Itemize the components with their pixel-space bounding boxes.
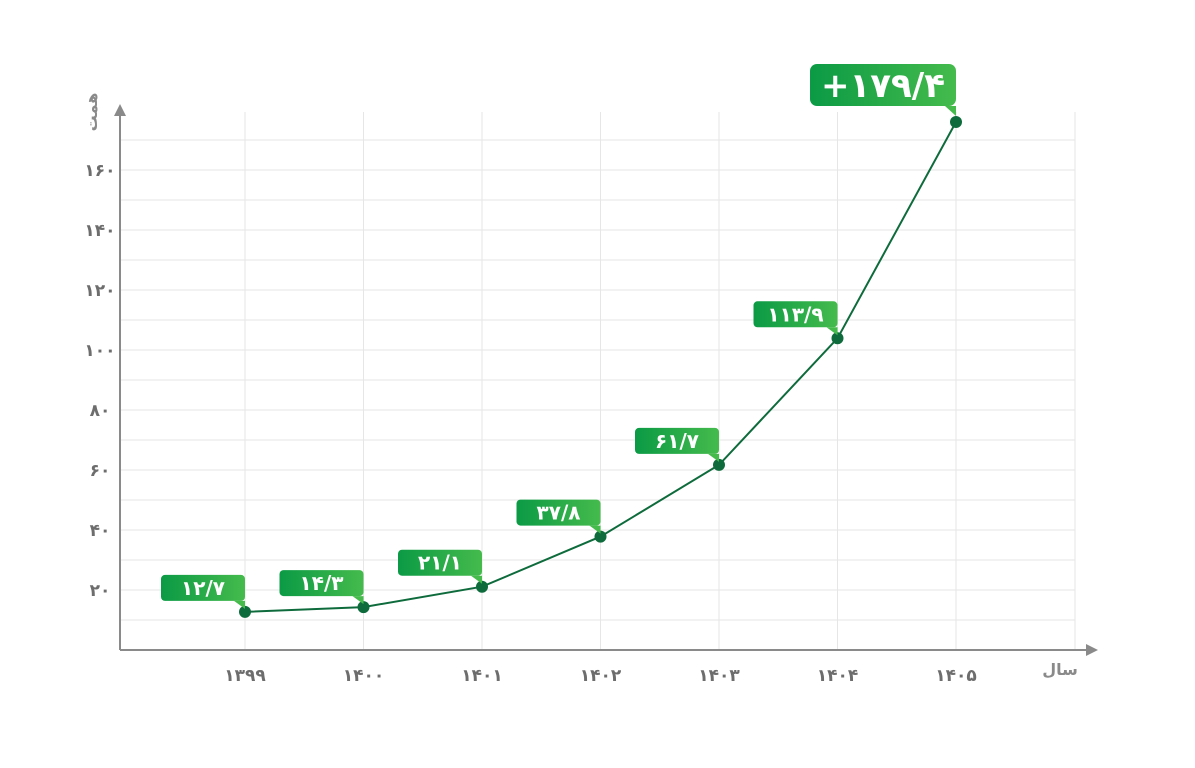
data-point-marker — [594, 530, 607, 543]
y-tick-label: ۱۲۰ — [84, 281, 115, 301]
data-label-text: ۲۱/۱ — [418, 551, 462, 575]
data-label-text: ۳۷/۸ — [537, 501, 581, 525]
data-label-pointer — [352, 596, 364, 605]
data-label-pointer — [826, 327, 838, 336]
y-tick-label: ۱۴۰ — [84, 221, 115, 241]
data-label-text: ۱۲/۷ — [181, 576, 225, 600]
x-tick-labels: ۱۳۹۹ ۱۴۰۰ ۱۴۰۱ ۱۴۰۲ ۱۴۰۳ ۱۴۰۴ ۱۴۰۵ — [224, 666, 977, 686]
data-label-pointer — [471, 575, 482, 584]
x-tick-label: ۱۴۰۴ — [817, 666, 859, 686]
x-tick-label: ۱۴۰۲ — [580, 666, 622, 686]
y-axis-title: همت — [82, 93, 101, 132]
series — [239, 116, 962, 618]
data-point-marker — [713, 458, 725, 471]
data-label-background — [635, 427, 719, 454]
data-label-text: ۱۱۳/۹ — [767, 302, 823, 326]
x-tick-label: ۱۴۰۳ — [698, 666, 740, 686]
x-axis-arrow — [1086, 644, 1098, 656]
data-label-background — [398, 549, 482, 576]
data-label-text: +۱۷۹/۴ — [821, 66, 945, 106]
x-tick-label: ۱۴۰۰ — [343, 666, 385, 686]
y-tick-labels: ۲۰ ۴۰ ۶۰ ۸۰ ۱۰۰ ۱۲۰ ۱۴۰ ۱۶۰ — [84, 161, 115, 601]
data-label-tag: ۶۱/۷ — [635, 427, 719, 462]
grid-lines — [120, 112, 1076, 650]
data-label-pointer — [234, 600, 245, 609]
data-label-background — [161, 574, 245, 601]
y-tick-label: ۱۶۰ — [84, 161, 115, 181]
data-label-tag: ۳۷/۸ — [516, 499, 601, 534]
y-tick-label: ۱۰۰ — [84, 341, 115, 361]
data-point-marker — [476, 580, 488, 593]
data-point-marker — [239, 605, 251, 618]
data-label-pointer — [589, 525, 601, 534]
x-tick-label: ۱۳۹۹ — [224, 666, 266, 686]
data-label-background — [753, 301, 838, 328]
y-tick-label: ۲۰ — [90, 581, 111, 601]
data-labels: ۱۲/۷ ۱۴/۳ ۲۱/۱ ۳۷/۸ ۶۱/۷ ۱۱۳/۹ +۱۷۹/۴ — [161, 64, 956, 609]
data-label-background — [810, 64, 956, 106]
data-label-pointer — [945, 106, 956, 116]
data-label-pointer — [708, 453, 719, 462]
x-tick-label: ۱۴۰۱ — [461, 666, 503, 686]
y-tick-label: ۴۰ — [90, 521, 111, 541]
data-label-text: ۱۴/۳ — [300, 571, 344, 595]
data-label-tag: ۱۲/۷ — [161, 574, 245, 609]
data-label-background — [279, 570, 364, 597]
data-label-tag: ۱۱۳/۹ — [753, 301, 838, 336]
y-tick-label: ۸۰ — [90, 401, 111, 421]
y-axis-arrow — [114, 104, 126, 116]
data-label-text: ۶۱/۷ — [655, 429, 699, 453]
data-point-marker — [950, 116, 962, 128]
y-tick-label: ۶۰ — [90, 461, 111, 481]
data-point-marker — [357, 601, 370, 614]
data-label-tag: ۱۴/۳ — [279, 570, 364, 605]
data-label-tag: +۱۷۹/۴ — [810, 64, 956, 116]
x-tick-label: ۱۴۰۵ — [935, 666, 977, 686]
data-label-background — [516, 499, 601, 526]
data-label-tag: ۲۱/۱ — [398, 549, 482, 584]
axes: همت سال — [82, 93, 1098, 679]
x-axis-title: سال — [1042, 660, 1078, 679]
data-point-marker — [831, 332, 844, 345]
